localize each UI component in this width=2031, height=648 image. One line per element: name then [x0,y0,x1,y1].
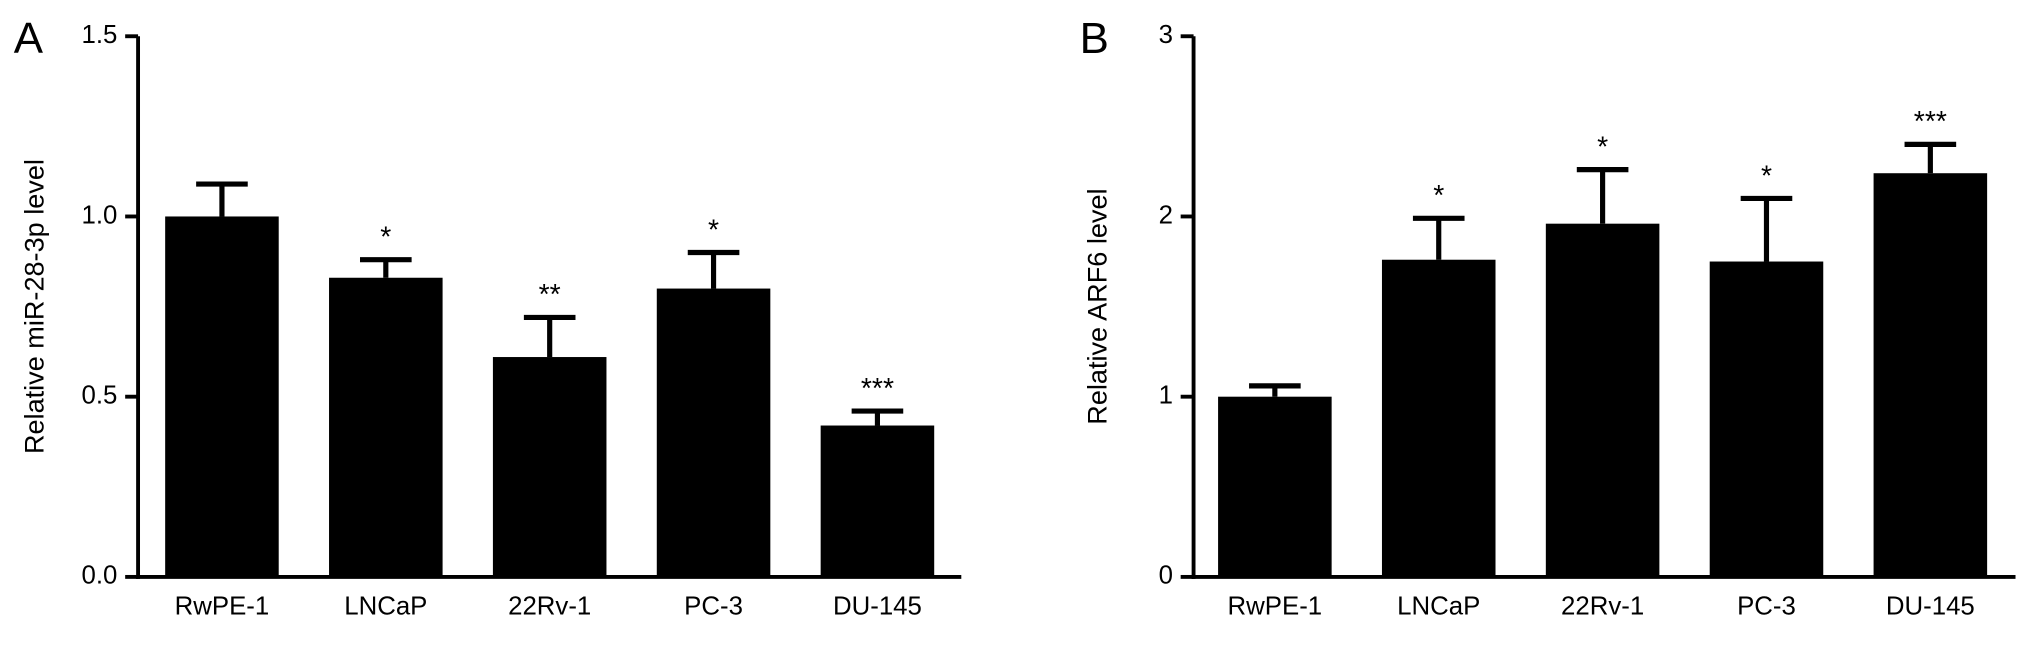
y-tick-label: 0 [1159,562,1173,590]
significance-label: * [708,214,719,246]
significance-label: *** [1914,106,1947,138]
y-tick-label: 1 [1159,382,1173,410]
bar [329,277,443,577]
y-axis-label: Relative ARF6 level [1082,188,1113,424]
x-tick-label: PC-3 [1737,593,1796,621]
y-tick-label: 0.5 [82,382,118,410]
panel-label: A [14,14,44,63]
bar [165,216,279,577]
bar [1381,259,1496,577]
x-tick-label: LNCaP [1397,593,1480,621]
x-tick-label: LNCaP [344,593,427,621]
x-tick-label: 22Rv-1 [508,593,591,621]
bar [1545,223,1660,577]
y-tick-label: 1.0 [82,201,118,229]
y-tick-label: 1.5 [82,21,118,49]
significance-label: * [380,222,391,254]
significance-label: * [1761,160,1772,192]
bar [1709,261,1824,577]
significance-label: *** [861,373,894,405]
x-tick-label: DU-145 [833,593,922,621]
significance-label: * [1433,180,1444,212]
panel-label: B [1080,14,1109,63]
y-axis-label: Relative miR-28-3p level [18,159,49,454]
x-tick-label: RwPE-1 [175,593,270,621]
y-tick-label: 2 [1159,201,1173,229]
x-tick-label: PC-3 [684,593,743,621]
significance-label: ** [539,279,561,311]
bar [1218,396,1332,577]
y-tick-label: 3 [1159,21,1173,49]
x-tick-label: DU-145 [1886,593,1975,621]
bar [1873,173,1988,577]
x-tick-label: RwPE-1 [1228,593,1323,621]
significance-label: * [1597,131,1608,163]
bar [820,425,935,577]
y-tick-label: 0.0 [82,562,118,590]
bar [492,357,607,577]
x-tick-label: 22Rv-1 [1561,593,1644,621]
bar [656,288,771,577]
